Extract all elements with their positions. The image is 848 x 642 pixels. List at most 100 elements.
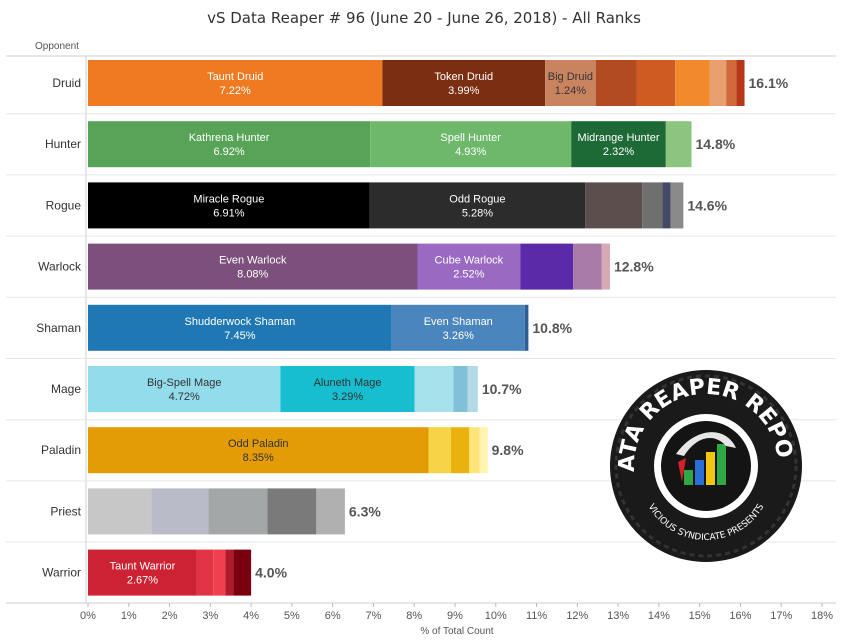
bar-segment-warrior-3[interactable] xyxy=(213,549,226,596)
bar-segment-token-druid[interactable] xyxy=(382,60,546,106)
bar-segment-even-warlock[interactable] xyxy=(88,243,418,290)
bar-segment-warrior-4[interactable] xyxy=(225,549,234,596)
bar-segment-druid-5[interactable] xyxy=(636,60,676,106)
segment-label: Odd Rogue xyxy=(449,193,505,205)
x-tick-label: 13% xyxy=(607,610,629,622)
bar-segment-warlock-3[interactable] xyxy=(520,243,574,290)
data-reaper-logo: DATA REAPER REPORT VICIOUS SYNDICATE PRE… xyxy=(610,370,802,562)
bar-group-rogue: Miracle Rogue 6.91% Odd Rogue 5.28% 14.6% xyxy=(88,182,728,229)
bar-segment-warlock-4[interactable] xyxy=(573,243,602,290)
bar-segment-priest-5[interactable] xyxy=(316,488,345,535)
bar-segment-warrior-5[interactable] xyxy=(233,549,252,596)
bar-total-label: 10.7% xyxy=(482,381,522,397)
bar-segment-mage-3[interactable] xyxy=(414,366,454,412)
x-tick-label: 9% xyxy=(447,610,463,622)
segment-value-label: 3.29% xyxy=(332,391,363,403)
row-label-mage: Mage xyxy=(51,382,81,396)
row-label-warlock: Warlock xyxy=(38,260,82,274)
segment-label: Cube Warlock xyxy=(435,255,504,267)
bar-segment-shaman-3[interactable] xyxy=(524,304,529,351)
segment-value-label: 2.52% xyxy=(453,269,484,281)
bar-segment-priest-1[interactable] xyxy=(88,488,152,535)
bar-segment-midrange-hunter[interactable] xyxy=(571,121,666,168)
bar-segment-miracle-rogue[interactable] xyxy=(88,182,370,229)
segment-value-label: 8.35% xyxy=(243,452,274,464)
x-tick-label: 11% xyxy=(526,610,547,622)
segment-value-label: 4.93% xyxy=(455,146,486,158)
segment-value-label: 6.91% xyxy=(213,207,244,219)
bar-group-paladin: Odd Paladin 8.35% 9.8% xyxy=(88,427,524,474)
x-axis-label: % of Total Count xyxy=(420,626,493,637)
bar-segment-druid-6[interactable] xyxy=(675,60,710,106)
segment-label: Miracle Rogue xyxy=(193,193,264,205)
x-tick-label: 0% xyxy=(80,610,96,622)
segment-label: Big Druid xyxy=(548,71,593,83)
segment-value-label: 2.32% xyxy=(603,146,634,158)
segment-label: Spell Hunter xyxy=(440,132,501,144)
bar-segment-hunter-4[interactable] xyxy=(665,121,692,168)
bar-segment-paladin-2[interactable] xyxy=(428,427,451,474)
segment-value-label: 1.24% xyxy=(555,85,586,97)
bar-segment-rogue-4[interactable] xyxy=(642,182,663,229)
row-label-priest: Priest xyxy=(50,504,81,518)
x-tick-label: 15% xyxy=(689,610,711,622)
bar-segment-even-shaman[interactable] xyxy=(391,304,525,351)
segment-label: Taunt Warrior xyxy=(110,561,176,573)
bar-segment-paladin-3[interactable] xyxy=(450,427,470,474)
bar-segment-rogue-3[interactable] xyxy=(585,182,643,229)
bar-segment-spell-hunter[interactable] xyxy=(370,121,572,168)
bar-total-label: 6.3% xyxy=(349,503,381,519)
bar-group-shaman: Shudderwock Shaman 7.45% Even Shaman 3.26% 1… xyxy=(88,304,573,351)
bar-segment-priest-2[interactable] xyxy=(151,488,209,535)
segment-value-label: 6.92% xyxy=(213,146,244,158)
bar-segment-mage-5[interactable] xyxy=(467,366,478,412)
bar-segment-priest-3[interactable] xyxy=(208,488,268,535)
bar-segment-druid-7[interactable] xyxy=(709,60,727,106)
segment-value-label: 5.28% xyxy=(462,207,493,219)
bar-segment-druid-9[interactable] xyxy=(736,60,745,106)
bars: Taunt Druid 7.22% Token Druid 3.99% Big Drui… xyxy=(6,60,836,596)
bar-segment-kathrena-hunter[interactable] xyxy=(88,121,371,168)
segment-value-label: 4.72% xyxy=(169,391,200,403)
x-tick-label: 5% xyxy=(284,610,300,622)
segment-value-label: 2.67% xyxy=(127,575,158,587)
x-tick-label: 14% xyxy=(648,610,670,622)
bar-total-label: 16.1% xyxy=(749,75,789,91)
bar-segment-warlock-5[interactable] xyxy=(601,243,610,290)
bar-segment-rogue-5[interactable] xyxy=(662,182,671,229)
segment-label: Odd Paladin xyxy=(228,438,289,450)
bar-segment-paladin-4[interactable] xyxy=(469,427,480,474)
bar-segment-mage-4[interactable] xyxy=(453,366,468,412)
bar-segment-cube-warlock[interactable] xyxy=(417,243,521,290)
segment-value-label: 3.26% xyxy=(443,330,474,342)
row-label-warrior: Warrior xyxy=(42,566,81,580)
bar-segment-odd-rogue[interactable] xyxy=(369,182,586,229)
chart-title: vS Data Reaper # 96 (June 20 - June 26, … xyxy=(207,9,641,27)
segment-label: Taunt Druid xyxy=(207,71,263,83)
bar-group-warrior: Taunt Warrior 2.67% 4.0% xyxy=(88,549,288,596)
bar-segment-paladin-5[interactable] xyxy=(479,427,488,474)
segment-value-label: 7.45% xyxy=(224,330,255,342)
segment-label: Even Warlock xyxy=(219,255,287,267)
x-tick-label: 17% xyxy=(770,610,792,622)
bar-group-hunter: Kathrena Hunter 6.92% Spell Hunter 4.93% Mid… xyxy=(88,121,736,168)
bar-segment-big-druid[interactable] xyxy=(545,60,596,106)
bar-total-label: 14.8% xyxy=(696,136,736,152)
bar-segment-aluneth-mage[interactable] xyxy=(280,366,415,412)
bar-segment-shudderwock-shaman[interactable] xyxy=(88,304,392,351)
bar-segment-big-spell-mage[interactable] xyxy=(88,366,281,412)
segment-value-label: 7.22% xyxy=(220,85,251,97)
x-ticks: 0% 1% 2% 3% 4% 5% 6% 7% 8% 9% 10% 11% 12% 13% 14% 15% 16… xyxy=(80,603,833,622)
bar-segment-taunt-warrior[interactable] xyxy=(88,549,197,596)
x-tick-label: 18% xyxy=(811,610,833,622)
bar-segment-druid-4[interactable] xyxy=(595,60,637,106)
bar-segment-rogue-6[interactable] xyxy=(670,182,684,229)
bar-segment-druid-8[interactable] xyxy=(726,60,737,106)
bar-total-label: 12.8% xyxy=(614,259,654,275)
x-tick-label: 12% xyxy=(566,610,588,622)
bar-segment-taunt-druid[interactable] xyxy=(88,60,383,106)
bar-segment-warrior-2[interactable] xyxy=(196,549,214,596)
bar-segment-odd-paladin[interactable] xyxy=(88,427,429,474)
bar-total-label: 10.8% xyxy=(532,320,572,336)
bar-segment-priest-4[interactable] xyxy=(267,488,317,535)
